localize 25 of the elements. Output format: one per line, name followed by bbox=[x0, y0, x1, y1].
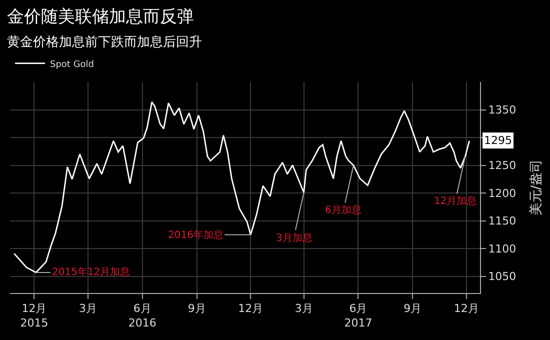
annotation: 3月加息 bbox=[276, 232, 312, 244]
y-tick-label: 1200 bbox=[488, 186, 516, 200]
legend-label: Spot Gold bbox=[50, 60, 94, 70]
x-tick-label: 9月 bbox=[404, 302, 422, 316]
x-tick-label: 12月 bbox=[238, 302, 264, 316]
chart-subtitle: 黄金价格加息前下跌而加息后回升 bbox=[7, 35, 202, 50]
annotation: 2016年加息 bbox=[168, 229, 224, 241]
y-tick-label: 1150 bbox=[488, 214, 516, 228]
y-axis-title: 美元/盎司 bbox=[528, 159, 544, 216]
x-tick-label: 12月 2015 bbox=[20, 302, 48, 330]
x-tick-label: 12月 bbox=[454, 302, 479, 316]
chart-title: 金价随美联储加息而反弹 bbox=[7, 7, 194, 27]
x-tick-label: 3月 bbox=[294, 302, 313, 316]
x-tick-label: 3月 bbox=[79, 302, 98, 316]
y-tick-label: 1050 bbox=[488, 270, 516, 284]
y-tick-label: 1350 bbox=[488, 104, 516, 117]
annotation: 1295 bbox=[484, 134, 512, 147]
x-tick-label: 6月 2017 bbox=[344, 302, 372, 330]
annotation: 12月加息 bbox=[434, 195, 477, 207]
annotation: 2015年12月加息 bbox=[52, 266, 130, 278]
x-tick-label: 6月 2016 bbox=[128, 302, 156, 330]
y-tick-label: 1250 bbox=[488, 159, 516, 172]
y-tick-label: 1100 bbox=[488, 242, 516, 256]
annotation: 6月加息 bbox=[325, 204, 362, 216]
x-tick-label: 9月 bbox=[188, 302, 206, 316]
